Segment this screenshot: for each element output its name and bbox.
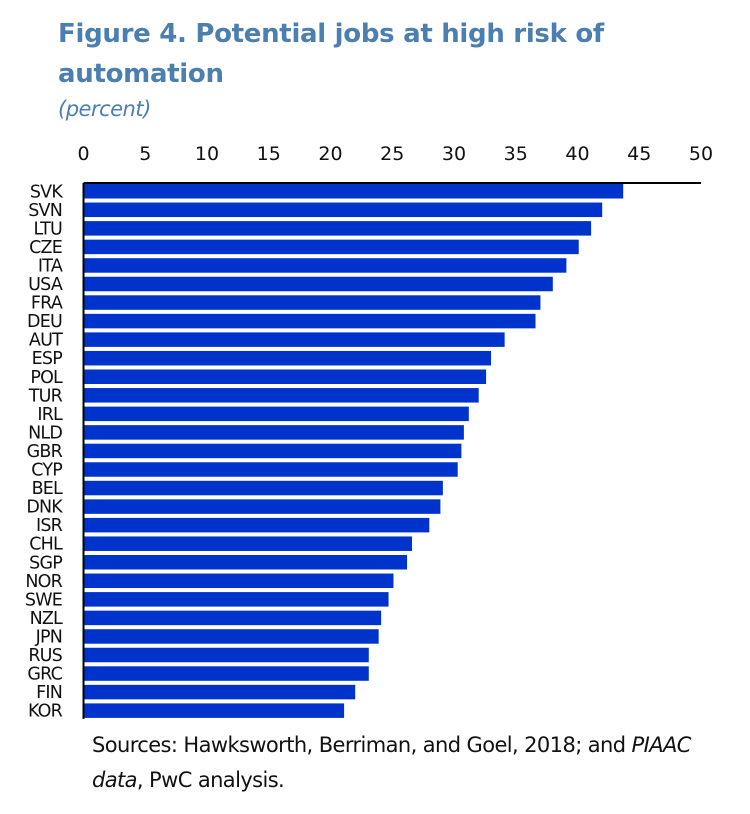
category-label: TUR [28,386,63,406]
bar-kor [83,703,345,718]
bar-cze [83,239,579,255]
bar-pol [83,369,487,384]
source-note: Sources: Hawksworth, Berriman, and Goel,… [92,728,732,798]
bar-deu [83,313,536,329]
x-tick-label: 0 [77,143,89,165]
x-tick-label: 30 [442,143,466,165]
category-label: LTU [34,219,62,239]
category-label: SVN [28,201,62,221]
bar-chl [83,536,413,551]
chart-title: Figure 4. Potential jobs at high risk of… [58,19,604,89]
bars [83,184,624,718]
x-tick-label: 10 [195,143,219,165]
bar-svn [83,202,603,218]
category-label: CYP [31,461,62,481]
bar-bel [83,480,443,496]
bar-swe [83,592,389,607]
category-label: DEU [27,312,62,332]
chart-subtitle: (percent) [58,97,151,121]
category-label: IRL [37,405,63,425]
bar-ita [83,258,567,273]
bar-rus [83,647,369,663]
x-tick-label: 15 [257,143,281,165]
bar-dnk [83,499,441,514]
category-label: NOR [25,572,62,592]
category-label: KOR [28,702,63,722]
bar-fin [83,684,356,700]
category-label: SGP [29,553,62,573]
bar-nzl [83,610,382,626]
x-tick-label: 40 [565,143,589,165]
category-label: AUT [29,331,63,351]
bar-gbr [83,443,462,459]
bar-aut [83,332,505,347]
bar-nld [83,425,464,440]
category-label: GRC [27,665,62,685]
x-tick-label: 45 [627,143,651,165]
category-label: RUS [28,646,62,666]
bar-usa [83,276,553,292]
category-label: ITA [38,256,63,276]
category-label: ESP [32,349,63,369]
category-label: SVK [30,182,63,202]
category-label: JPN [35,627,62,647]
bar-esp [83,350,492,366]
bar-grc [83,666,369,681]
bar-sgp [83,555,408,570]
bar-svk [83,184,624,199]
category-label: NLD [28,423,62,443]
category-label: CZE [29,238,62,258]
x-tick-label: 25 [380,143,404,165]
bar-ltu [83,221,592,236]
x-tick-label: 35 [504,143,528,165]
category-label: NZL [30,609,63,629]
x-tick-label: 20 [318,143,342,165]
x-tick-label: 50 [689,143,713,165]
category-label: USA [28,275,63,295]
source-suffix: , PwC analysis. [136,768,285,792]
source-text: Sources: Hawksworth, Berriman, and Goel,… [92,733,632,757]
bar-isr [83,517,430,533]
x-tick-label: 5 [139,143,151,165]
bar-irl [83,406,469,422]
category-label: CHL [29,535,63,555]
category-label: FIN [36,683,62,703]
category-label: GBR [27,442,63,462]
source-dataset: PIAAC data [92,733,691,792]
bar-fra [83,295,541,310]
x-axis-ticks: 0 5 10 15 20 25 30 35 40 45 50 [77,143,713,165]
category-label: BEL [32,479,63,499]
category-label: POL [30,368,63,388]
category-label: DNK [26,498,63,518]
bar-tur [83,388,479,403]
category-labels: SVKSVNLTUCZEITAUSAFRADEUAUTESPPOLTURIRLN… [25,182,64,722]
category-label: SWE [25,590,62,610]
bar-jpn [83,629,379,644]
category-label: ISR [36,516,63,536]
bar-nor [83,573,394,589]
bar-cyp [83,462,458,477]
category-label: FRA [31,294,63,314]
